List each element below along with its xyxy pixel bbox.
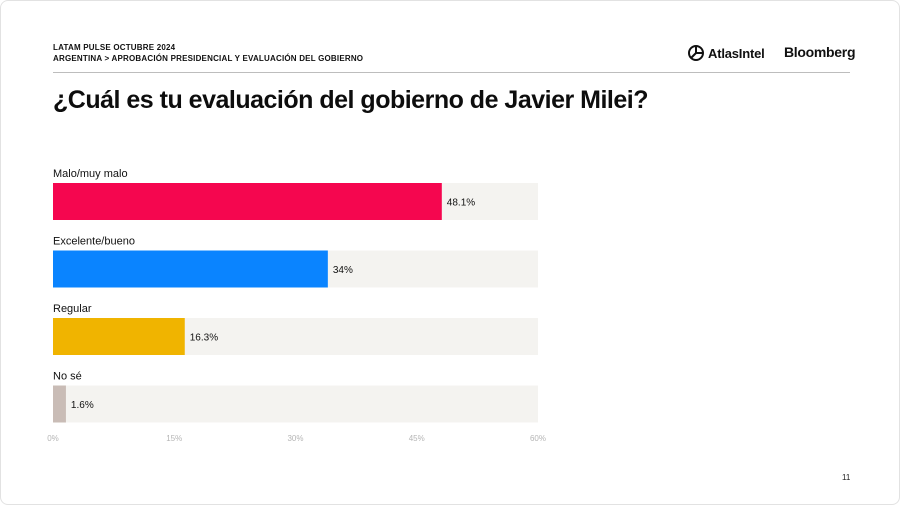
bar-value-label: 16.3% (190, 333, 218, 344)
x-tick-label: 0% (47, 434, 59, 443)
atlasintel-wordmark: AtlasIntel (708, 45, 765, 61)
x-tick-label: 60% (530, 434, 546, 443)
category-label: Malo/muy malo (53, 168, 128, 180)
category-label: No sé (53, 371, 82, 383)
report-series-label: LATAM PULSE OCTUBRE 2024 (53, 43, 176, 52)
x-tick-label: 30% (287, 434, 303, 443)
bar-value-label: 34% (333, 265, 353, 276)
report-section-breadcrumb: ARGENTINA > APROBACIÓN PRESIDENCIAL Y EV… (53, 54, 364, 63)
atlasintel-mark-icon (688, 45, 704, 61)
bar (53, 318, 185, 355)
category-label: Excelente/bueno (53, 236, 135, 248)
x-tick-label: 15% (166, 434, 182, 443)
bar-track (53, 385, 538, 423)
bar (53, 183, 442, 220)
bar (53, 250, 328, 288)
x-tick-label: 45% (409, 434, 425, 443)
category-label: Regular (53, 303, 92, 315)
bar-value-label: 1.6% (71, 400, 94, 411)
page-number: 11 (842, 473, 851, 482)
bar-value-label: 48.1% (447, 198, 475, 209)
bloomberg-logo: Bloomberg (784, 44, 856, 60)
header-divider (53, 72, 850, 73)
chart-title: ¿Cuál es tu evaluación del gobierno de J… (53, 86, 649, 114)
bar (53, 385, 66, 423)
atlasintel-logo: AtlasIntel (688, 44, 765, 62)
